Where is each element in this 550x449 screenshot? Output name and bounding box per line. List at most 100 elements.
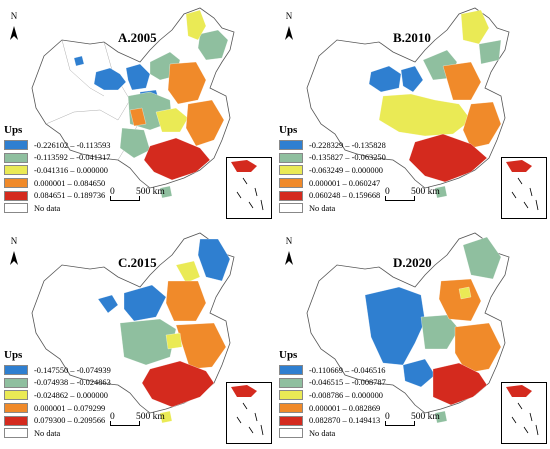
legend-item: -0.147550 – -0.074939 bbox=[4, 364, 122, 377]
region-yellow-belt bbox=[378, 93, 472, 137]
legend-swatch bbox=[4, 190, 28, 201]
region-northwest-blue bbox=[123, 284, 167, 322]
north-label: N bbox=[10, 236, 18, 246]
legend-title: Ups bbox=[279, 349, 298, 361]
region-orange-east bbox=[454, 322, 502, 374]
scale-bar bbox=[385, 421, 415, 426]
region-red-south bbox=[143, 137, 211, 181]
legend-label: 0.082870 – 0.149413 bbox=[309, 416, 381, 426]
region-northeast bbox=[185, 9, 207, 41]
north-arrow bbox=[10, 26, 18, 40]
legend-item: No data bbox=[279, 427, 397, 440]
legend-swatch bbox=[4, 390, 28, 401]
legend-label: -0.135827 – -0.063250 bbox=[309, 153, 386, 163]
region-orange-west bbox=[129, 107, 147, 127]
region-hainan bbox=[434, 410, 448, 424]
map-regions bbox=[73, 9, 229, 199]
region-orange-north bbox=[438, 278, 482, 322]
region-southwest bbox=[119, 127, 151, 159]
legend-swatch bbox=[279, 377, 303, 388]
region-central-green bbox=[119, 318, 177, 366]
panel-c: N C.2015 Ups -0.147550 – -0.074939 -0.074… bbox=[0, 225, 275, 449]
legend-swatch bbox=[4, 403, 28, 414]
legend-item: -0.113592 – -0.041317 bbox=[4, 152, 122, 165]
north-arrow bbox=[285, 26, 293, 40]
china-map bbox=[10, 232, 235, 424]
legend-swatch bbox=[4, 152, 28, 163]
region-red-south bbox=[432, 362, 488, 406]
legend-item: 0.082870 – 0.149413 bbox=[279, 414, 397, 427]
legend-item: No data bbox=[279, 202, 397, 215]
legend-swatch bbox=[4, 377, 28, 388]
region-northeast-green bbox=[462, 236, 502, 280]
legend-item: -0.008786 – 0.000000 bbox=[279, 389, 397, 402]
legend-item: -0.228329 – -0.135828 bbox=[279, 139, 397, 152]
region-yellow-mid bbox=[165, 332, 183, 350]
legend-label: -0.110669 – -0.046516 bbox=[309, 365, 386, 375]
region-northeast-blue bbox=[197, 238, 231, 282]
legend-label: -0.113592 – -0.041317 bbox=[34, 153, 111, 163]
legend-label: 0.000001 – 0.082869 bbox=[309, 403, 381, 413]
region-red-south bbox=[408, 133, 488, 183]
region-hainan bbox=[159, 185, 173, 199]
region-hainan bbox=[159, 410, 173, 424]
legend-label: No data bbox=[309, 428, 336, 438]
north-label: N bbox=[10, 11, 18, 21]
legend-swatch bbox=[4, 140, 28, 151]
legend-item: 0.000001 – 0.082869 bbox=[279, 402, 397, 415]
legend-label: -0.041316 – 0.000000 bbox=[34, 165, 108, 175]
legend-swatch bbox=[279, 390, 303, 401]
scale-bar bbox=[385, 196, 415, 201]
legend-item: 0.084651 – 0.189736 bbox=[4, 189, 122, 202]
legend-swatch bbox=[279, 152, 303, 163]
region-orange-east bbox=[185, 99, 225, 147]
legend-label: -0.074938 – -0.024863 bbox=[34, 378, 111, 388]
panel-d: N D.2020 Ups -0.110669 – -0.046516 -0.046… bbox=[275, 225, 550, 449]
region-orange-east bbox=[175, 322, 227, 370]
region-red-south bbox=[141, 360, 215, 408]
region-northeast bbox=[460, 9, 490, 45]
region-hainan bbox=[434, 185, 448, 199]
legend-swatch bbox=[279, 403, 303, 414]
region-qinghai bbox=[93, 67, 127, 91]
legend-item: -0.063249 – 0.000000 bbox=[279, 164, 397, 177]
legend-label: -0.046515 – -0.008787 bbox=[309, 378, 386, 388]
legend-label: 0.000001 – 0.084650 bbox=[34, 178, 106, 188]
legend-swatch bbox=[279, 365, 303, 376]
region-west-blue bbox=[364, 286, 426, 366]
scale-bar bbox=[110, 196, 140, 201]
map-regions bbox=[368, 9, 502, 199]
legend-title: Ups bbox=[4, 349, 23, 361]
region-orange-east bbox=[462, 101, 502, 149]
legend-item: -0.074938 – -0.024863 bbox=[4, 377, 122, 390]
legend-item: -0.041316 – 0.000000 bbox=[4, 164, 122, 177]
legend-item: -0.135827 – -0.063250 bbox=[279, 152, 397, 165]
legend-label: 0.000001 – 0.060247 bbox=[309, 178, 381, 188]
legend-swatch bbox=[4, 178, 28, 189]
legend: -0.226102 – -0.113593 -0.113592 – -0.0413… bbox=[4, 139, 122, 215]
north-label: N bbox=[285, 236, 293, 246]
legend: -0.228329 – -0.135828 -0.135827 – -0.0632… bbox=[279, 139, 397, 215]
panel-b: N B.2010 Ups -0.228329 – -0.135828 -0.135… bbox=[275, 0, 550, 224]
legend-item: 0.060248 – 0.159668 bbox=[279, 189, 397, 202]
legend-item: No data bbox=[4, 427, 122, 440]
legend: -0.147550 – -0.074939 -0.074938 – -0.0248… bbox=[4, 364, 122, 440]
legend-swatch bbox=[4, 428, 28, 439]
legend-swatch bbox=[4, 415, 28, 426]
legend-item: 0.000001 – 0.060247 bbox=[279, 177, 397, 190]
north-label: N bbox=[285, 11, 293, 21]
panel-title: C.2015 bbox=[118, 255, 157, 270]
legend-label: -0.063249 – 0.000000 bbox=[309, 165, 383, 175]
map-regions bbox=[364, 236, 502, 424]
panel-a: N A.2005 Ups -0.226102 – -0.113593 -0.113… bbox=[0, 0, 275, 224]
legend-swatch bbox=[279, 415, 303, 426]
region-qinghai bbox=[97, 294, 119, 314]
legend-item: -0.226102 – -0.113593 bbox=[4, 139, 122, 152]
legend-swatch bbox=[279, 190, 303, 201]
legend-label: 0.000001 – 0.079299 bbox=[34, 403, 106, 413]
legend-label: 0.079300 – 0.209566 bbox=[34, 416, 106, 426]
legend-swatch bbox=[4, 165, 28, 176]
legend-label: -0.024862 – 0.000000 bbox=[34, 390, 108, 400]
legend-label: -0.226102 – -0.113593 bbox=[34, 140, 111, 150]
north-arrow bbox=[10, 251, 18, 265]
